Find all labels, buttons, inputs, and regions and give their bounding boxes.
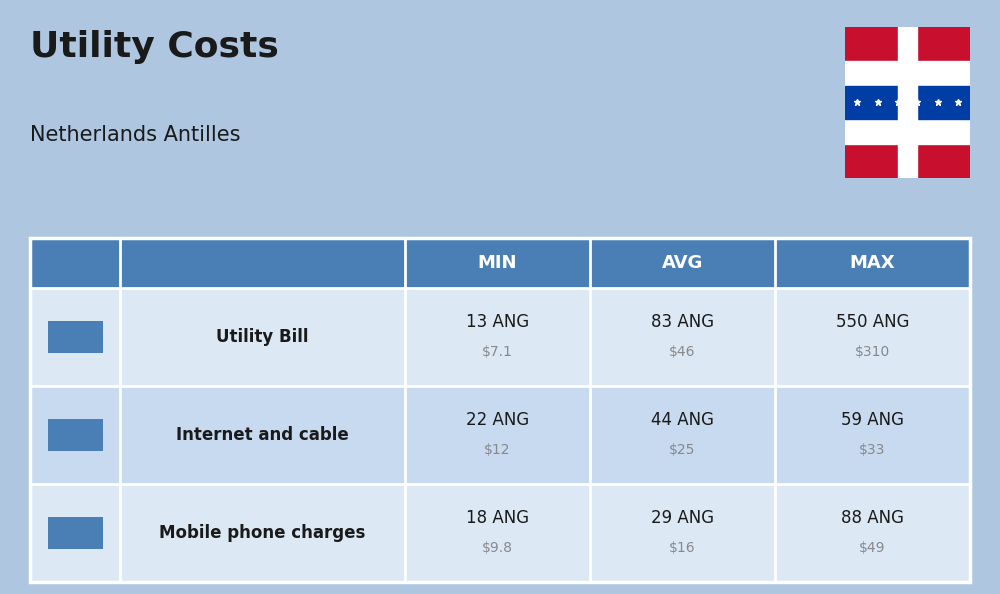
Text: $7.1: $7.1 — [482, 345, 513, 359]
Text: MIN: MIN — [478, 254, 517, 272]
Text: 18 ANG: 18 ANG — [466, 509, 529, 527]
Bar — [845, 27, 970, 61]
Bar — [845, 86, 970, 119]
Text: 44 ANG: 44 ANG — [651, 411, 714, 429]
Bar — [30, 238, 970, 582]
Text: MAX: MAX — [850, 254, 895, 272]
Text: 13 ANG: 13 ANG — [466, 313, 529, 331]
Text: Netherlands Antilles: Netherlands Antilles — [30, 125, 240, 145]
Text: $16: $16 — [669, 541, 696, 555]
Text: $12: $12 — [484, 443, 511, 457]
Text: $46: $46 — [669, 345, 696, 359]
Bar — [845, 61, 970, 144]
Text: $9.8: $9.8 — [482, 541, 513, 555]
Text: 88 ANG: 88 ANG — [841, 509, 904, 527]
Bar — [845, 144, 970, 178]
Bar — [30, 484, 970, 582]
Text: Mobile phone charges: Mobile phone charges — [159, 524, 366, 542]
Text: $49: $49 — [859, 541, 886, 555]
Text: Utility Bill: Utility Bill — [216, 328, 309, 346]
Text: 550 ANG: 550 ANG — [836, 313, 909, 331]
Text: $25: $25 — [669, 443, 696, 457]
Text: AVG: AVG — [662, 254, 703, 272]
Text: 29 ANG: 29 ANG — [651, 509, 714, 527]
Text: 83 ANG: 83 ANG — [651, 313, 714, 331]
Bar — [48, 321, 103, 353]
Bar — [30, 386, 970, 484]
Text: 22 ANG: 22 ANG — [466, 411, 529, 429]
Text: Utility Costs: Utility Costs — [30, 30, 279, 64]
Text: Internet and cable: Internet and cable — [176, 426, 349, 444]
Text: $33: $33 — [859, 443, 886, 457]
Bar — [48, 419, 103, 451]
Text: $310: $310 — [855, 345, 890, 359]
Bar — [48, 517, 103, 549]
Bar — [30, 288, 970, 386]
Bar — [898, 27, 917, 178]
FancyBboxPatch shape — [842, 21, 973, 184]
Text: 59 ANG: 59 ANG — [841, 411, 904, 429]
Bar — [30, 238, 970, 288]
